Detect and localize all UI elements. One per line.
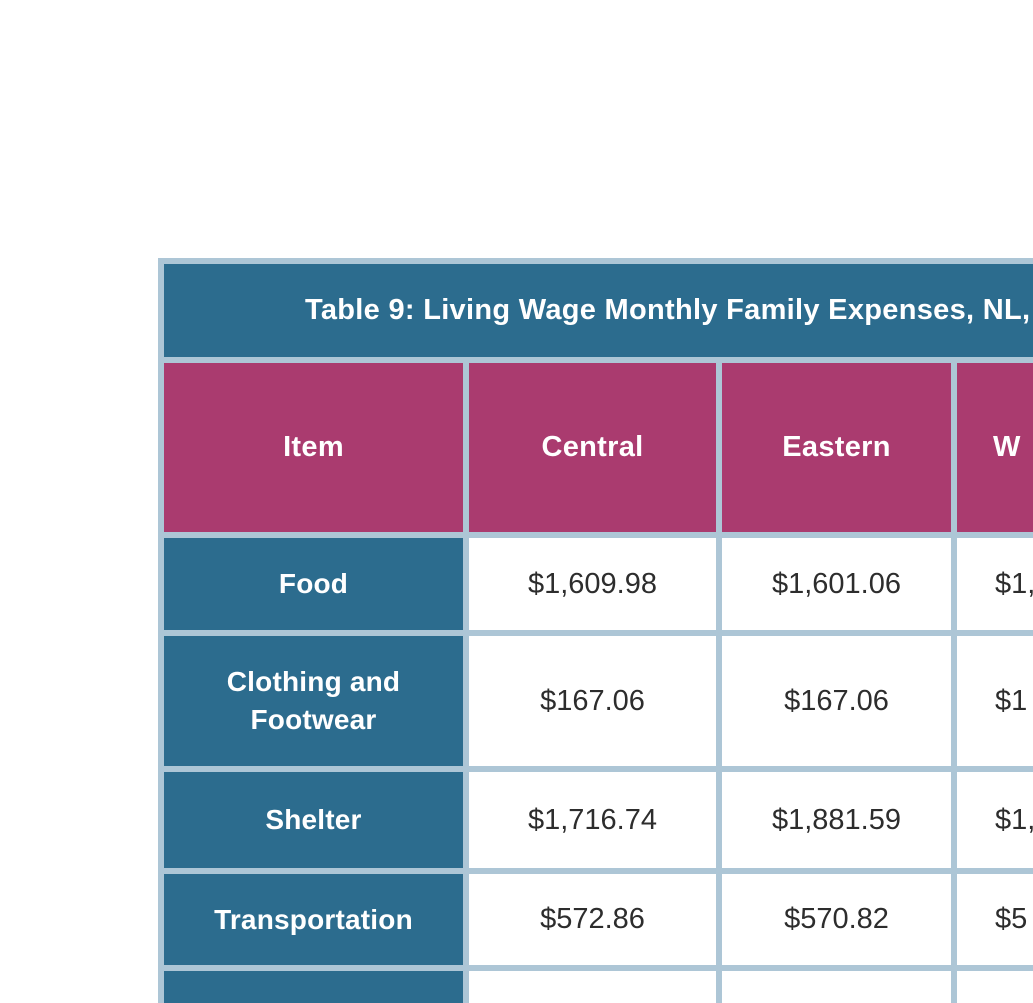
cell-transportation-western: $5	[957, 874, 1033, 971]
row-header-food: Food	[164, 538, 469, 636]
expenses-table: Table 9: Living Wage Monthly Family Expe…	[158, 258, 1033, 1003]
cell-shelter-western: $1,	[957, 772, 1033, 874]
cell-clothing-western: $1	[957, 636, 1033, 772]
column-header-central: Central	[469, 363, 722, 538]
table-row-clothing: Clothing and Footwear $167.06 $167.06 $1	[164, 636, 1033, 772]
cell-partial-western	[957, 971, 1033, 1003]
table-title: Table 9: Living Wage Monthly Family Expe…	[164, 264, 1033, 363]
column-header-row: Item Central Eastern W	[164, 363, 1033, 538]
cell-clothing-eastern: $167.06	[722, 636, 957, 772]
column-header-western: W	[957, 363, 1033, 538]
title-row: Table 9: Living Wage Monthly Family Expe…	[164, 264, 1033, 363]
cell-partial-central	[469, 971, 722, 1003]
table-row-transportation: Transportation $572.86 $570.82 $5	[164, 874, 1033, 971]
table-row-partial	[164, 971, 1033, 1003]
table-row-shelter: Shelter $1,716.74 $1,881.59 $1,	[164, 772, 1033, 874]
row-header-partial	[164, 971, 469, 1003]
cell-food-western: $1,	[957, 538, 1033, 636]
row-header-transportation: Transportation	[164, 874, 469, 971]
column-header-eastern: Eastern	[722, 363, 957, 538]
cell-transportation-central: $572.86	[469, 874, 722, 971]
cell-shelter-eastern: $1,881.59	[722, 772, 957, 874]
cell-partial-eastern	[722, 971, 957, 1003]
cell-transportation-eastern: $570.82	[722, 874, 957, 971]
cell-shelter-central: $1,716.74	[469, 772, 722, 874]
row-header-clothing: Clothing and Footwear	[164, 636, 469, 772]
table-row-food: Food $1,609.98 $1,601.06 $1,	[164, 538, 1033, 636]
row-header-shelter: Shelter	[164, 772, 469, 874]
cell-clothing-central: $167.06	[469, 636, 722, 772]
column-header-item: Item	[164, 363, 469, 538]
cell-food-central: $1,609.98	[469, 538, 722, 636]
cell-food-eastern: $1,601.06	[722, 538, 957, 636]
